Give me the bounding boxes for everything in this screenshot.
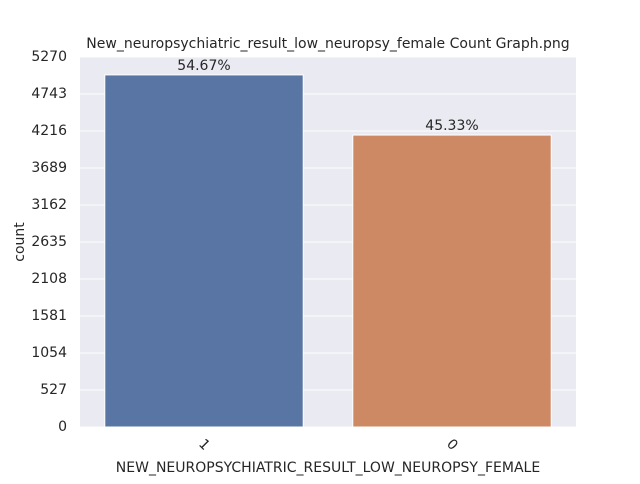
y-tick-label: 5270 [31, 49, 67, 65]
y-tick-label: 0 [58, 419, 67, 435]
y-tick-label: 1581 [31, 308, 67, 324]
bar-annotation: 45.33% [425, 118, 478, 134]
y-tick-label: 527 [40, 382, 67, 398]
chart-title: New_neuropsychiatric_result_low_neuropsy… [86, 36, 569, 52]
x-tick-label: 1 [195, 436, 213, 454]
y-tick-label: 3162 [31, 197, 67, 213]
y-tick-label: 2108 [31, 271, 67, 287]
bar [352, 134, 552, 428]
bar [104, 74, 304, 428]
x-tick-label: 0 [443, 436, 461, 454]
bar-annotation: 54.67% [177, 58, 230, 74]
x-axis-label: NEW_NEUROPSYCHIATRIC_RESULT_LOW_NEUROPSY… [116, 460, 540, 476]
y-tick-label: 4743 [31, 86, 67, 102]
y-tick-label: 4216 [31, 123, 67, 139]
y-tick-label: 3689 [31, 160, 67, 176]
y-tick-label: 2635 [31, 234, 67, 250]
y-tick-label: 1054 [31, 345, 67, 361]
y-axis-label: count [12, 222, 28, 262]
